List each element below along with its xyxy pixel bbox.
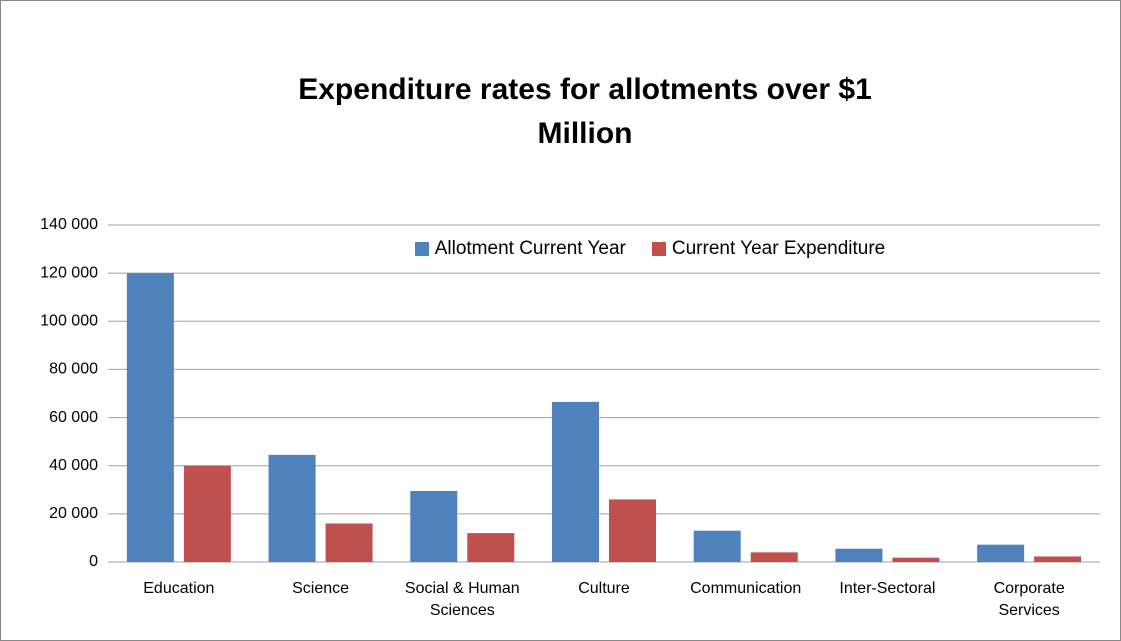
- x-tick-label: Science: [292, 580, 350, 597]
- bar: [750, 552, 798, 562]
- chart-title: Expenditure rates for allotments over $1…: [298, 73, 872, 150]
- x-tick-label: Education: [143, 580, 215, 597]
- x-tick-label: Communication: [690, 580, 802, 597]
- y-tick-label: 0: [89, 553, 98, 570]
- bar: [693, 530, 741, 562]
- bar: [410, 490, 458, 562]
- y-tick-label: 140 000: [40, 216, 98, 233]
- bar: [609, 499, 656, 562]
- bar: [325, 523, 373, 562]
- x-tick-label: Corporate Services: [993, 580, 1065, 619]
- x-tick-label: Inter-Sectoral: [839, 580, 936, 597]
- bar: [552, 401, 599, 562]
- legend-label: Allotment Current Year: [434, 238, 626, 259]
- legend-item: Allotment Current Year: [414, 238, 626, 260]
- bar: [183, 465, 231, 562]
- y-tick-label: 60 000: [49, 409, 98, 426]
- x-tick-label: Culture: [578, 580, 630, 597]
- y-tick-label: 40 000: [49, 457, 98, 474]
- bar: [892, 557, 940, 562]
- bar: [268, 454, 316, 562]
- bar: [126, 273, 174, 562]
- bar: [977, 544, 1025, 562]
- legend-swatch: [651, 242, 666, 256]
- y-tick-label: 20 000: [49, 505, 98, 522]
- y-tick-label: 120 000: [40, 264, 98, 281]
- bar: [467, 533, 515, 562]
- legend-label: Current Year Expenditure: [671, 238, 886, 259]
- legend-item: Current Year Expenditure: [651, 238, 886, 260]
- bar: [1034, 556, 1082, 562]
- legend-swatch: [414, 242, 429, 256]
- bar: [835, 548, 883, 562]
- legend: Allotment Current Year Current Year Expen…: [330, 238, 970, 260]
- y-tick-label: 100 000: [40, 313, 98, 330]
- y-tick-label: 80 000: [49, 361, 98, 378]
- x-tick-label: Social & Human Sciences: [404, 580, 520, 619]
